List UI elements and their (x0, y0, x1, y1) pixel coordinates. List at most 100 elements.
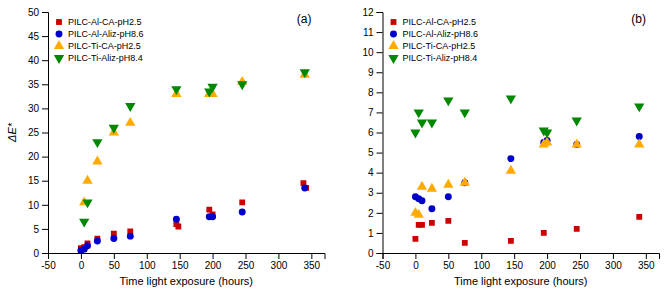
y-tick: 11 (363, 27, 382, 38)
y-tick: 8 (368, 87, 383, 98)
series (410, 95, 644, 138)
x-tick-label: 250 (238, 260, 255, 271)
point (300, 69, 310, 78)
point (445, 193, 452, 200)
y-tick-mark (377, 193, 383, 194)
y-tick-mark (377, 92, 383, 93)
y-tick: 45 (28, 31, 48, 42)
x-tick-mark (180, 253, 181, 259)
point (507, 155, 514, 162)
x-tick-label: 250 (572, 260, 589, 271)
y-tick-mark (42, 84, 48, 85)
point (414, 209, 424, 218)
legend-symbol (54, 55, 64, 64)
x-tick: 100 (473, 253, 490, 271)
legend-item: PILC-Ti-Aliz-pH8.4 (388, 53, 477, 64)
x-tick-mark (448, 253, 449, 259)
x-tick: 0 (413, 253, 419, 271)
x-tick: 300 (605, 253, 622, 271)
legend-label: PILC-Ti-CA-pH2.5 (68, 41, 141, 51)
x-tick: 250 (572, 253, 589, 271)
y-tick-mark (42, 133, 48, 134)
legend-item: PILC-Ti-Aliz-pH8.4 (54, 53, 143, 64)
y-tick: 50 (28, 7, 48, 18)
legend-item: PILC-Al-Aliz-pH8.6 (390, 29, 478, 39)
x-tick: 150 (172, 253, 189, 271)
legend-symbol (56, 19, 62, 25)
x-tick: 100 (139, 253, 156, 271)
point (462, 240, 468, 246)
y-tick-label: 1 (368, 228, 374, 239)
y-tick-label: 10 (28, 200, 40, 211)
y-axis-line (42, 13, 49, 254)
x-tick-label: 0 (79, 260, 85, 271)
x-tick-label: -50 (41, 260, 56, 271)
legend-label: PILC-Al-Aliz-pH8.6 (403, 29, 479, 39)
point (84, 242, 91, 249)
y-tick-label: 3 (368, 187, 374, 198)
series (413, 214, 643, 246)
point (82, 175, 92, 184)
y-tick-mark (42, 108, 48, 109)
y-tick-label: 15 (28, 175, 40, 186)
point (443, 97, 453, 106)
y-tick: 10 (362, 47, 382, 58)
y-tick: 3 (368, 187, 383, 198)
point (506, 165, 516, 174)
y-tick-label: 0 (368, 248, 374, 259)
x-tick: 350 (638, 253, 655, 271)
x-tick-mark (646, 253, 647, 259)
points (410, 95, 644, 245)
point (209, 213, 216, 220)
y-tick: 25 (28, 127, 48, 138)
x-tick: -50 (376, 253, 391, 271)
x-tick-label: 150 (506, 260, 523, 271)
x-tick-label: 200 (539, 260, 556, 271)
legend-symbol (388, 55, 398, 64)
x-tick-label: 300 (271, 260, 288, 271)
y-tick-label: 4 (368, 167, 374, 178)
point (541, 230, 547, 236)
x-tick-mark (415, 253, 416, 259)
y-tick-label: 0 (33, 248, 39, 259)
y-axis-line (377, 13, 384, 254)
y-tick: 35 (28, 79, 48, 90)
y-tick-mark (377, 173, 383, 174)
y-tick-label: 40 (28, 55, 40, 66)
x-axis-line (49, 254, 326, 260)
legend-label: PILC-Al-Aliz-pH8.6 (68, 29, 144, 39)
series (79, 69, 310, 206)
y-tick-mark (377, 253, 383, 254)
y-tick-label: 11 (363, 27, 374, 38)
series (412, 133, 643, 212)
y-tick: 30 (28, 103, 48, 114)
x-tick-mark (580, 253, 581, 259)
x-tick-mark (613, 253, 614, 259)
x-tick-label: 100 (139, 260, 156, 271)
y-tick-label: 35 (28, 79, 40, 90)
y-tick-mark (377, 32, 383, 33)
y-tick-mark (42, 157, 48, 158)
y-tick-mark (377, 153, 383, 154)
panel: -500501001502002503003500123456789101112… (362, 7, 659, 287)
y-tick-mark (377, 233, 383, 234)
y-tick-mark (42, 229, 48, 230)
x-tick-label: 100 (473, 260, 490, 271)
point (110, 235, 117, 242)
y-tick-label: 50 (28, 7, 40, 18)
x-tick-mark (246, 253, 247, 259)
legend-item: PILC-Al-CA-pH2.5 (56, 17, 141, 27)
point (410, 130, 420, 139)
series (77, 184, 308, 253)
x-tick-label: 300 (605, 260, 622, 271)
y-tick-mark (377, 213, 383, 214)
x-tick: 50 (443, 253, 455, 271)
legend-item: PILC-Al-CA-pH2.5 (391, 17, 476, 27)
y-tick: 0 (368, 248, 383, 259)
x-tick: 250 (238, 253, 255, 271)
series (78, 180, 309, 251)
y-tick-label: 5 (33, 224, 39, 235)
y-tick-label: 12 (362, 7, 374, 18)
y-tick: 15 (28, 175, 48, 186)
panel-label: (a) (297, 12, 312, 26)
